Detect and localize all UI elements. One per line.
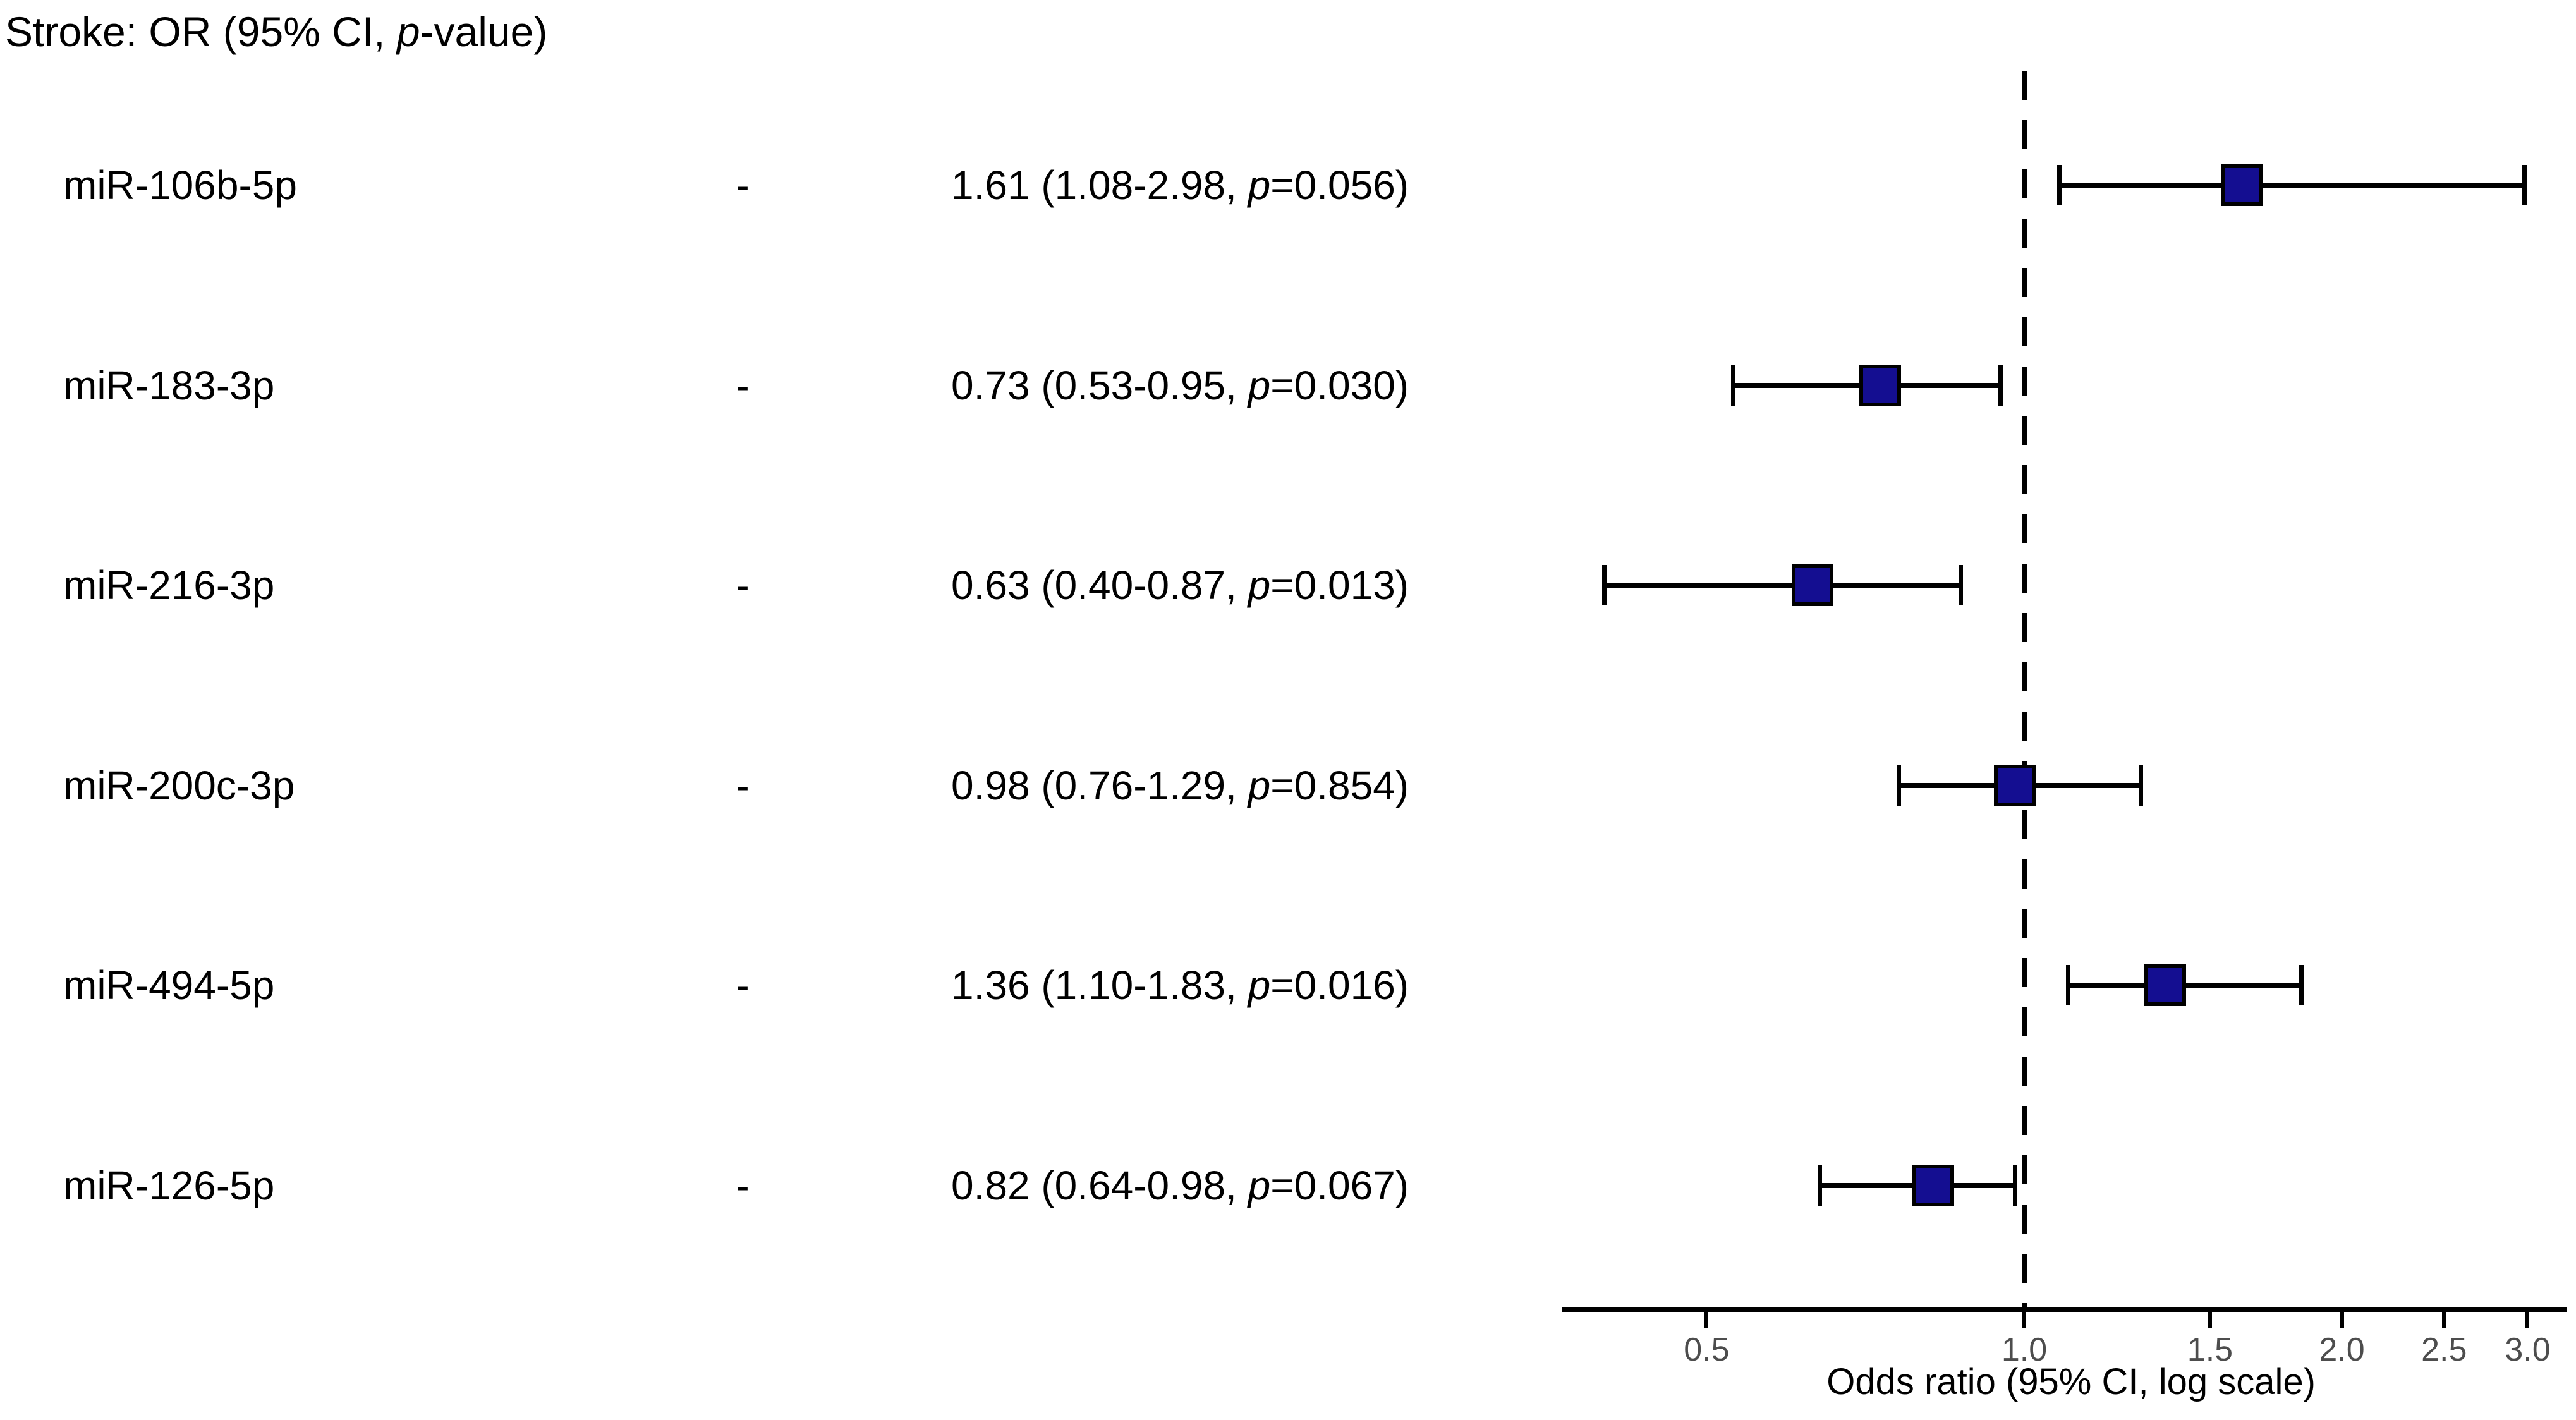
effect-dash: - (736, 562, 750, 609)
ci-cap-right (2139, 765, 2144, 806)
effect-dash: - (736, 962, 750, 1009)
row-label: miR-106b-5p (63, 162, 297, 208)
or-marker (1912, 1165, 1955, 1206)
row-label: miR-200c-3p (63, 762, 295, 808)
figure-title-p-symbol: p (396, 8, 420, 55)
tick-label: 2.0 (2319, 1332, 2365, 1368)
p-symbol: p (1248, 562, 1271, 609)
effect-dash: - (736, 762, 750, 808)
ci-line (2059, 183, 2525, 188)
tick-mark (2525, 1312, 2530, 1328)
effect-dash: - (736, 162, 750, 208)
tick-label: 0.5 (1684, 1332, 1730, 1368)
ci-cap-left (2057, 165, 2062, 205)
effect-estimate-text: 1.36 (1.10-1.83, p=0.016) (951, 962, 1409, 1009)
tick-mark (2208, 1312, 2212, 1328)
tick-label: 2.5 (2421, 1332, 2467, 1368)
tick-mark (2442, 1312, 2446, 1328)
ci-cap-right (2012, 1165, 2017, 1206)
ci-cap-right (2522, 165, 2527, 205)
row-label: miR-183-3p (63, 362, 275, 408)
p-symbol: p (1248, 1163, 1271, 1208)
tick-mark (2340, 1312, 2344, 1328)
effect-estimate-text: 0.82 (0.64-0.98, p=0.067) (951, 1163, 1409, 1208)
p-symbol: p (1248, 762, 1271, 808)
tick-mark (2022, 1312, 2026, 1328)
row-label: miR-126-5p (63, 1163, 275, 1208)
effect-estimate-text: 1.61 (1.08-2.98, p=0.056) (951, 162, 1409, 208)
ci-cap-right (1958, 565, 1963, 606)
effect-estimate-text: 0.98 (0.76-1.29, p=0.854) (951, 762, 1409, 808)
p-symbol: p (1248, 162, 1271, 208)
ci-line (1604, 583, 1961, 588)
or-marker (2221, 164, 2264, 206)
effect-estimate-text: 0.63 (0.40-0.87, p=0.013) (951, 562, 1409, 609)
figure-title: Stroke: OR (95% CI, p-value) (5, 9, 547, 55)
x-axis-line (1562, 1307, 2567, 1312)
ci-cap-left (2065, 965, 2070, 1006)
p-symbol: p (1248, 962, 1271, 1009)
ci-cap-left (1602, 565, 1607, 606)
or-marker (1859, 364, 1901, 406)
or-marker (1994, 764, 2036, 806)
ci-cap-left (1817, 1165, 1822, 1206)
ci-cap-right (1998, 365, 2003, 406)
figure-title-suffix: -value) (420, 8, 548, 55)
tick-mark (1704, 1312, 1709, 1328)
row-label: miR-494-5p (63, 962, 275, 1009)
or-marker (2144, 964, 2186, 1007)
tick-label: 3.0 (2505, 1332, 2551, 1368)
p-symbol: p (1248, 362, 1271, 408)
effect-dash: - (736, 1163, 750, 1208)
ci-cap-right (2299, 965, 2304, 1006)
ci-cap-left (1896, 765, 1901, 806)
ci-cap-left (1731, 365, 1736, 406)
tick-label: 1.5 (2187, 1332, 2233, 1368)
figure-title-prefix: Stroke: OR (95% CI, (5, 8, 397, 55)
tick-label: 1.0 (2001, 1332, 2048, 1368)
row-label: miR-216-3p (63, 562, 275, 609)
reference-line (2022, 71, 2027, 1307)
x-axis-title: Odds ratio (95% CI, log scale) (1826, 1361, 2316, 1402)
effect-estimate-text: 0.73 (0.53-0.95, p=0.030) (951, 362, 1409, 408)
or-marker (1792, 564, 1834, 607)
effect-dash: - (736, 362, 750, 408)
